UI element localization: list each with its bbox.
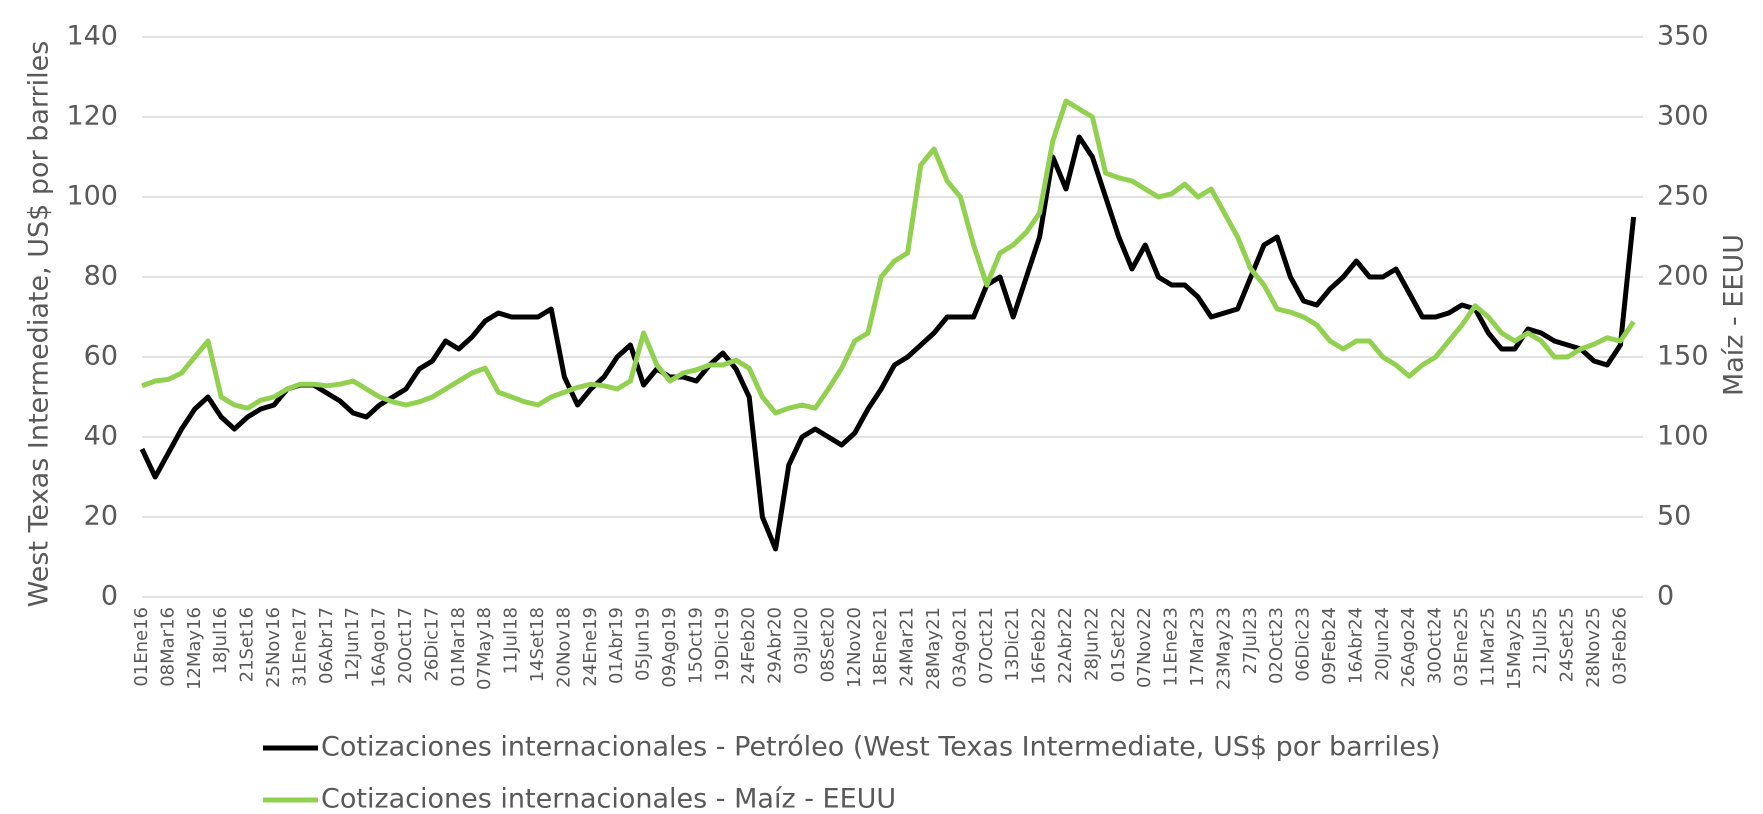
y2-tick-label: 300 [1657, 101, 1709, 132]
y2-axis-label: Maíz - EEUU [1719, 234, 1750, 396]
x-tick-label: 11Mar25 [1477, 607, 1498, 687]
x-tick-label: 26Dic17 [421, 607, 442, 682]
x-tick-label: 03Feb26 [1609, 607, 1630, 685]
y2-tick-label: 100 [1657, 421, 1709, 452]
x-tick-label: 06Abr17 [316, 607, 337, 684]
y2-tick-label: 350 [1657, 21, 1709, 52]
x-tick-label: 27Jul23 [1240, 607, 1261, 675]
x-tick-label: 24Ene19 [580, 607, 601, 687]
y2-tick-label: 200 [1657, 261, 1709, 292]
x-tick-label: 09Feb24 [1319, 607, 1340, 685]
series-line [141, 98, 1636, 416]
y-tick-label: 120 [66, 101, 118, 132]
y-tick-label: 80 [84, 261, 118, 292]
x-tick-label: 02Oct23 [1266, 607, 1287, 684]
x-tick-label: 26Ago24 [1398, 607, 1419, 688]
x-tick-label: 23May23 [1213, 607, 1234, 690]
x-tick-label: 01Ene16 [131, 607, 152, 687]
x-tick-label: 12May16 [184, 607, 205, 690]
x-tick-label: 16Ago17 [369, 607, 390, 688]
y-tick-label: 0 [101, 581, 118, 612]
y-tick-label: 20 [84, 501, 118, 532]
x-tick-label: 07Oct21 [976, 607, 997, 684]
y-axis-label: West Texas Intermediate, US$ por barrile… [24, 41, 55, 608]
y-tick-label: 100 [66, 181, 118, 212]
x-tick-label: 11Jul18 [501, 607, 522, 675]
x-tick-label: 18Ene21 [870, 607, 891, 687]
x-tick-label: 07Nov22 [1134, 607, 1155, 688]
x-tick-label: 18Jul16 [210, 607, 231, 675]
x-tick-label: 01Abr19 [606, 607, 627, 684]
x-tick-label: 20Jun24 [1372, 607, 1393, 681]
x-tick-label: 06Dic23 [1293, 607, 1314, 682]
x-tick-label: 20Nov18 [553, 607, 574, 688]
x-tick-label: 16Abr24 [1345, 607, 1366, 684]
x-tick-label: 12Nov20 [844, 607, 865, 688]
x-tick-label: 09Ago19 [659, 607, 680, 688]
x-tick-label: 11Ene23 [1161, 607, 1182, 687]
x-tick-label: 05Jun19 [633, 607, 654, 681]
x-tick-label: 13Dic21 [1002, 607, 1023, 682]
x-tick-label: 25Nov16 [263, 607, 284, 688]
x-tick-label: 24Feb20 [738, 607, 759, 685]
y-tick-label: 40 [84, 421, 118, 452]
x-tick-label: 31Ene17 [289, 607, 310, 687]
legend-label: Cotizaciones internacionales - Petróleo … [321, 732, 1441, 763]
x-tick-label: 19Dic19 [712, 607, 733, 682]
y2-tick-label: 0 [1657, 581, 1674, 612]
y-tick-label: 60 [84, 341, 118, 372]
x-tick-label: 28May21 [923, 607, 944, 690]
x-tick-label: 28Jun22 [1081, 607, 1102, 681]
x-tick-label: 01Mar18 [448, 607, 469, 687]
x-tick-label: 14Set18 [527, 607, 548, 682]
x-tick-label: 24Set25 [1557, 607, 1578, 682]
x-tick-label: 08Set20 [817, 607, 838, 682]
x-tick-label: 24Mar21 [897, 607, 918, 687]
x-tick-label: 03Jul20 [791, 607, 812, 675]
x-tick-label: 20Oct17 [395, 607, 416, 684]
x-tick-label: 17Mar23 [1187, 607, 1208, 687]
x-tick-label: 03Ene25 [1451, 607, 1472, 687]
x-tick-label: 21Set16 [237, 607, 258, 682]
series-line [139, 134, 1637, 552]
x-tick-label: 30Oct24 [1425, 607, 1446, 684]
x-tick-label: 07May18 [474, 607, 495, 690]
x-tick-label: 12Jun17 [342, 607, 363, 681]
x-tick-label: 28Nov25 [1583, 607, 1604, 688]
x-tick-label: 08Mar16 [157, 607, 178, 687]
x-tick-label: 15Oct19 [685, 607, 706, 684]
legend-label: Cotizaciones internacionales - Maíz - EE… [321, 784, 896, 814]
x-tick-label: 03Ago21 [949, 607, 970, 688]
x-tick-label: 16Feb22 [1029, 607, 1050, 685]
x-tick-label: 21Jul25 [1530, 607, 1551, 675]
x-tick-label: 01Set22 [1108, 607, 1129, 682]
x-tick-label: 15May25 [1504, 607, 1525, 690]
x-tick-label: 22Abr22 [1055, 607, 1076, 684]
y2-tick-label: 250 [1657, 181, 1709, 212]
x-tick-label: 29Abr20 [765, 607, 786, 684]
y2-tick-label: 150 [1657, 341, 1709, 372]
y-tick-label: 140 [66, 21, 118, 52]
y2-tick-label: 50 [1657, 501, 1691, 532]
